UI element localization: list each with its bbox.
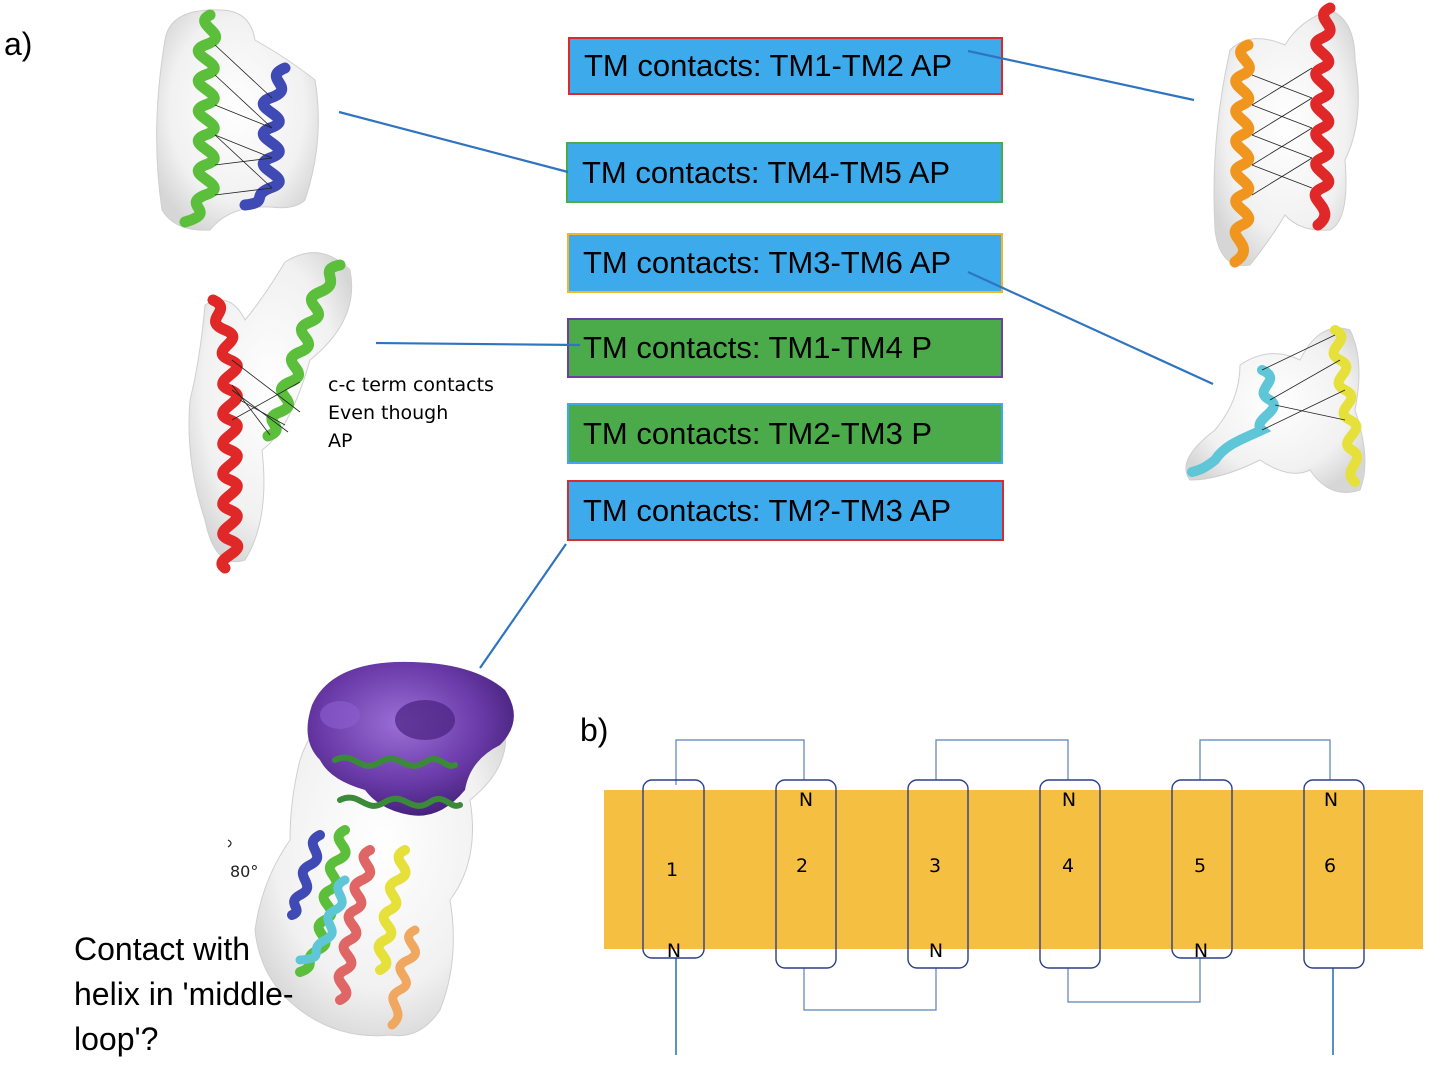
tm-helix-2	[775, 779, 837, 969]
structure-tm1-tm2	[1213, 2, 1359, 268]
cc-term-note: c-c term contacts Even though AP	[328, 371, 494, 455]
contact-box-tm1-tm2: TM contacts: TM1-TM2 AP	[568, 37, 1003, 95]
contact-box-tm3-tm6: TM contacts: TM3-TM6 AP	[567, 233, 1003, 293]
connector-tm1-tm4	[375, 341, 581, 347]
structure-tm1-tm4	[188, 252, 353, 574]
connector-tm-unknown-tm3	[479, 543, 567, 669]
contact-box-label: TM contacts: TM?-TM3 AP	[583, 492, 952, 528]
middle-loop-note-line: Contact with	[74, 931, 251, 967]
panel-b-label: b)	[580, 712, 609, 748]
tm-helix-4	[1039, 779, 1101, 969]
tm-helix-number: 2	[796, 855, 808, 877]
tm-helix-number: 4	[1062, 855, 1074, 877]
tm-helix-3	[907, 779, 969, 969]
connector-lines	[338, 49, 1214, 669]
tm-helix-number: 5	[1194, 855, 1206, 877]
middle-loop-note-line: helix in 'middle-	[74, 976, 294, 1012]
contact-box-tm4-tm5: TM contacts: TM4-TM5 AP	[566, 142, 1003, 203]
cc-note-line: AP	[328, 430, 353, 452]
cc-note-line: Even though	[328, 402, 449, 424]
tm-helix-6	[1303, 779, 1365, 969]
n-label: N	[667, 940, 681, 962]
tm-helix-5	[1171, 779, 1233, 959]
n-label: N	[929, 940, 943, 962]
n-label: N	[799, 789, 813, 811]
structure-tm3-tm6	[1185, 325, 1366, 493]
tm-helix-number: 1	[666, 859, 678, 881]
tm-helix-boxes	[642, 779, 1365, 969]
structure-tm4-tm5	[156, 9, 319, 231]
tm-helix-number: 6	[1324, 855, 1336, 877]
membrane-band	[604, 790, 1423, 949]
contact-box-label: TM contacts: TM3-TM6 AP	[583, 245, 952, 280]
tm-helix-number: 3	[929, 855, 941, 877]
panel-a-label: a)	[4, 26, 33, 62]
contact-box-label: TM contacts: TM4-TM5 AP	[582, 154, 951, 190]
tm-helix-numbers: 1 2 3 4 5 6	[666, 855, 1336, 881]
contact-box-label: TM contacts: TM1-TM4 P	[583, 330, 933, 365]
contact-box-label: TM contacts: TM2-TM3 P	[583, 415, 933, 451]
topology-diagram: 1 2 3 4 5 6 N N N N N N	[604, 739, 1423, 1055]
contact-box-label: TM contacts: TM1-TM2 AP	[584, 48, 953, 83]
structure-middle-loop: 80°	[227, 661, 514, 1037]
n-label: N	[1324, 789, 1338, 811]
rotation-arrow-icon	[227, 839, 232, 848]
n-terminus-labels: N N N N N N	[667, 789, 1338, 962]
connector-tm4-tm5	[338, 110, 569, 174]
n-label: N	[1194, 940, 1208, 962]
tm-helix-1	[642, 779, 705, 959]
middle-loop-note: Contact with helix in 'middle- loop'?	[74, 927, 294, 1062]
connector-tm1-tm2	[967, 49, 1195, 102]
termini-lines	[675, 958, 1334, 1055]
middle-loop-note-line: loop'?	[74, 1021, 159, 1057]
connector-tm3-tm6	[967, 270, 1214, 386]
contact-box-tm1-tm4: TM contacts: TM1-TM4 P	[567, 318, 1003, 378]
contact-box-tm-unknown-tm3: TM contacts: TM?-TM3 AP	[567, 480, 1004, 541]
topology-loops	[675, 739, 1331, 1011]
rotation-label: 80°	[230, 862, 258, 881]
cc-note-line: c-c term contacts	[328, 374, 494, 396]
contact-box-tm2-tm3: TM contacts: TM2-TM3 P	[567, 403, 1003, 464]
n-label: N	[1062, 789, 1076, 811]
